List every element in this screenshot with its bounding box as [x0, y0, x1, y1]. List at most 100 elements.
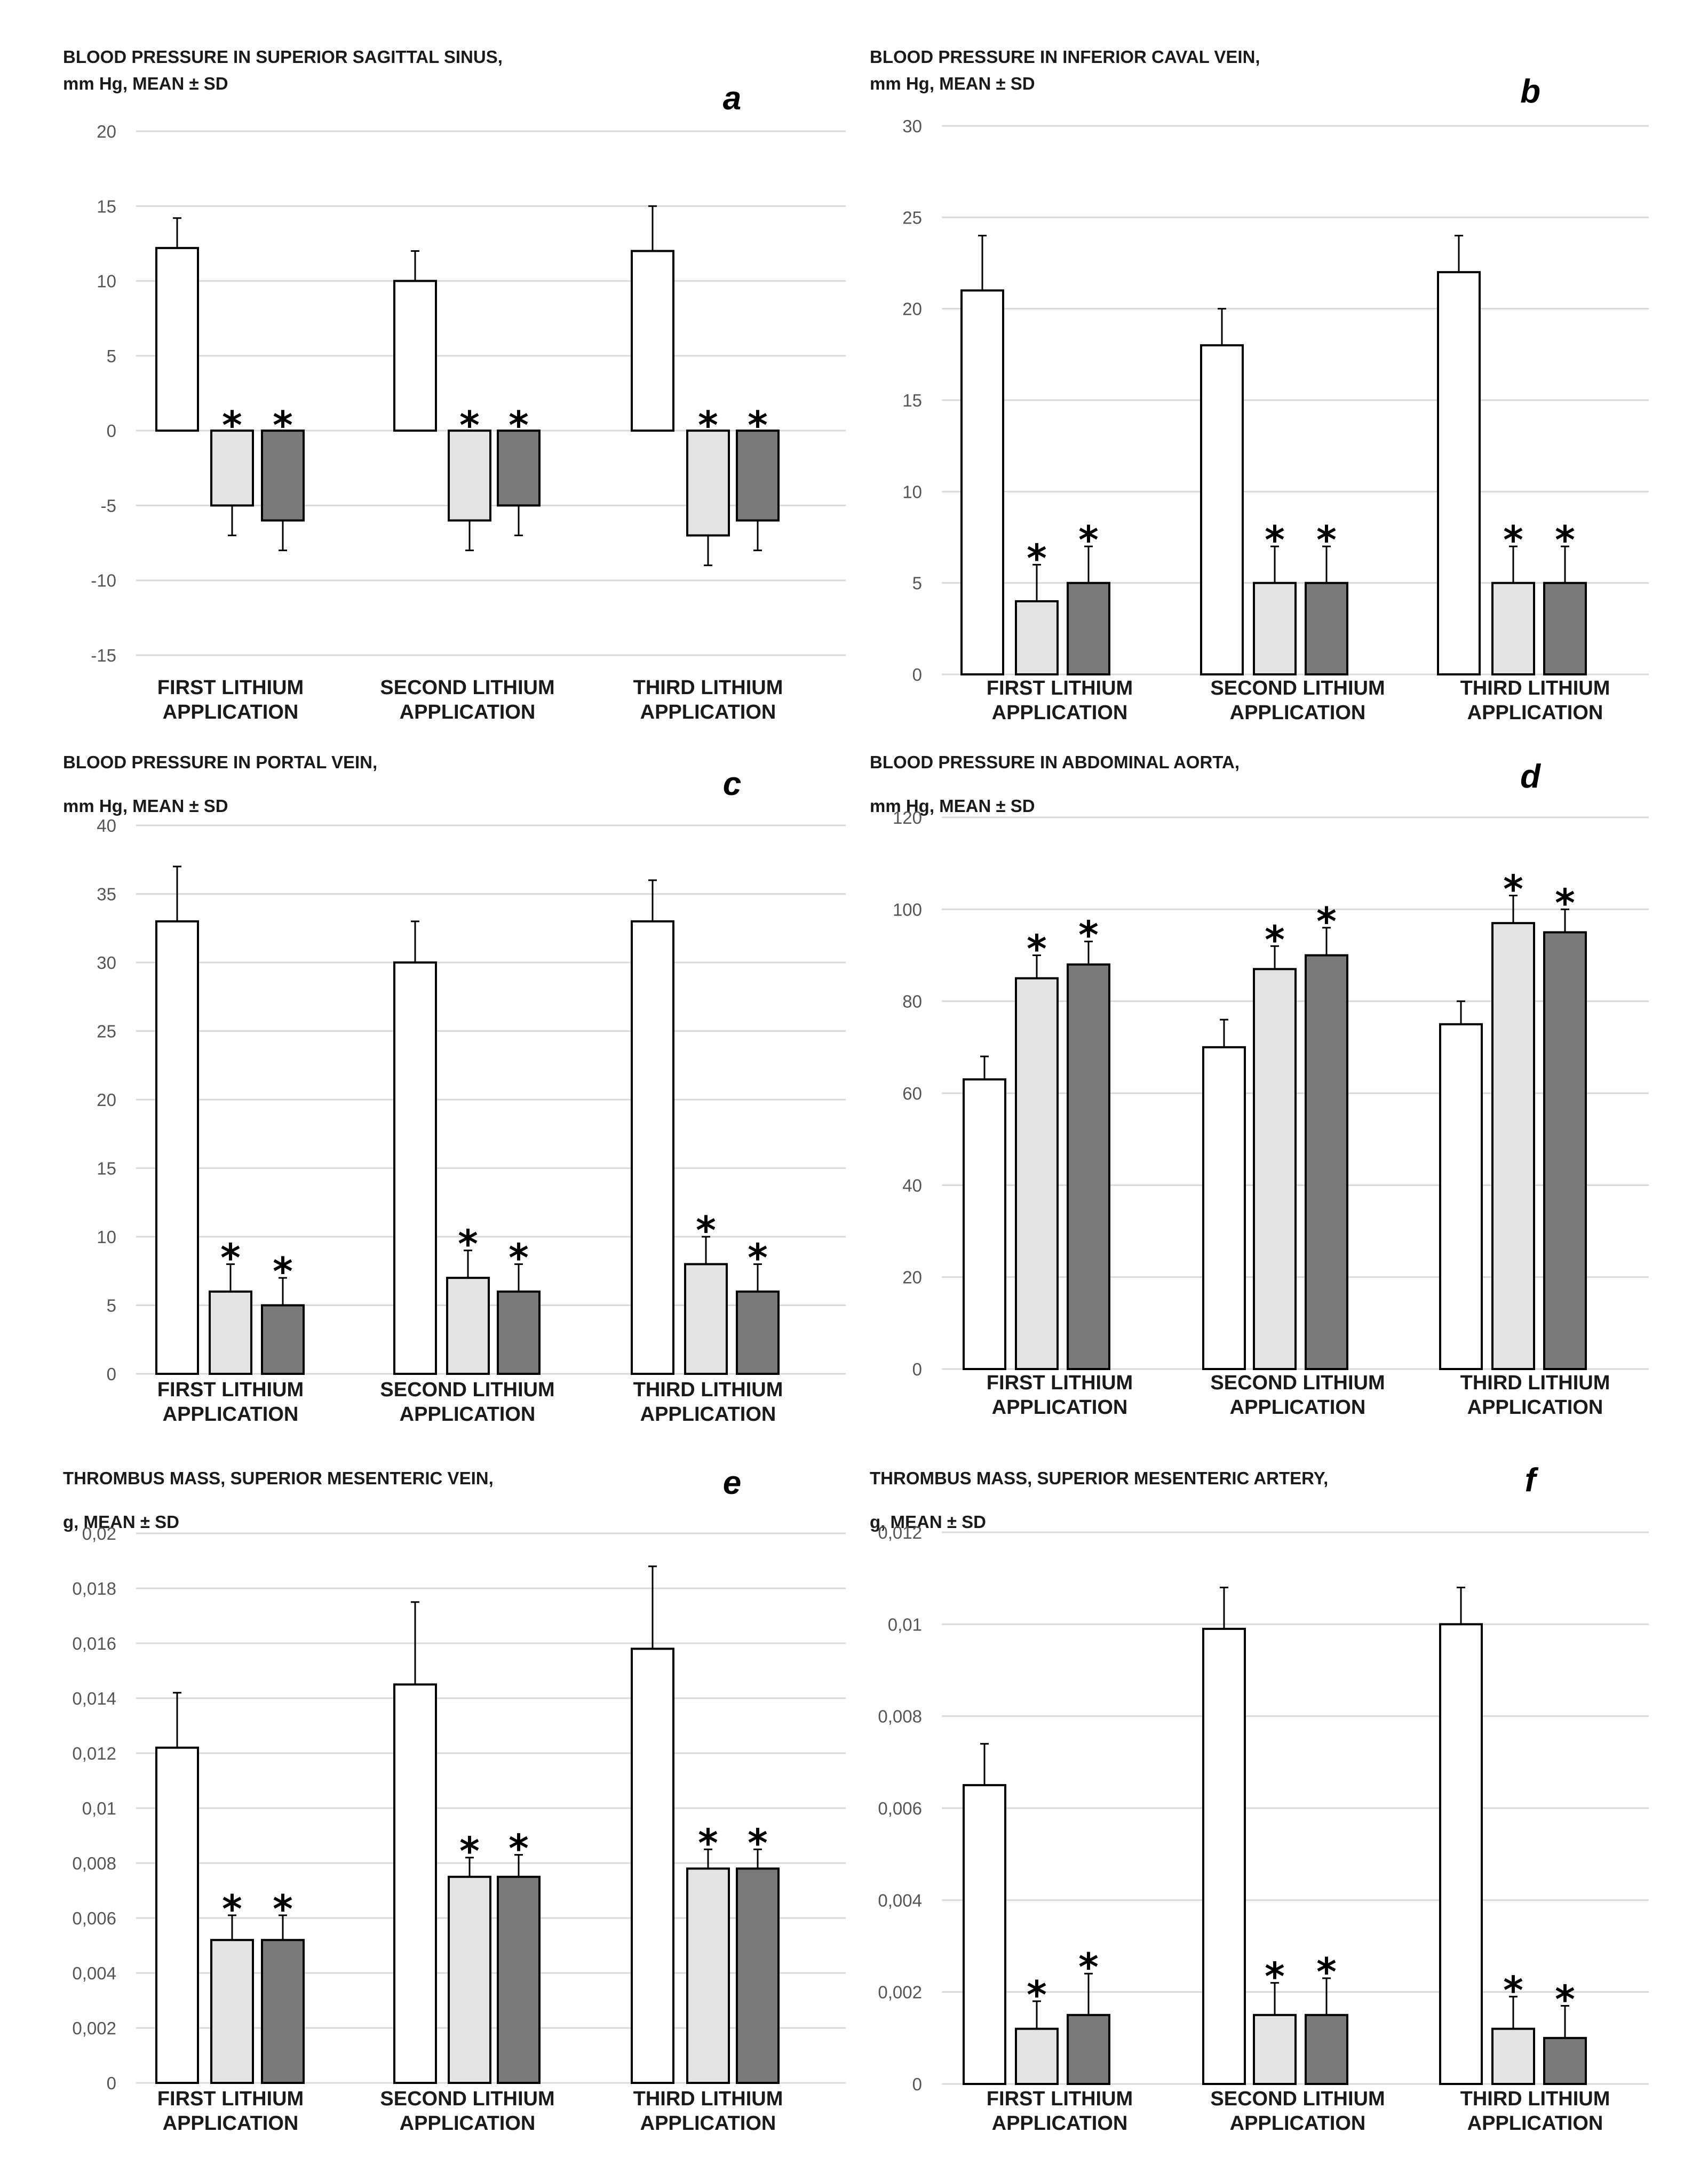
y-tick-label: 10 — [97, 272, 116, 291]
x-category-label: FIRST LITHIUM — [987, 2088, 1133, 2110]
y-tick-label: 15 — [902, 391, 922, 410]
bar-series3-cat2 — [1305, 954, 1348, 1370]
y-tick-label: 0 — [912, 2074, 922, 2094]
y-tick-label: 5 — [107, 1296, 116, 1316]
x-category-label: THIRD LITHIUM — [633, 2088, 783, 2110]
y-tick-label: -15 — [91, 646, 116, 665]
significance-star: * — [1316, 518, 1337, 562]
y-tick-label: 0,018 — [72, 1579, 116, 1598]
bar-series3-cat3 — [1543, 931, 1587, 1370]
panel-title-line2: mm Hg, MEAN ± SD — [870, 74, 1035, 93]
y-tick-label: 5 — [107, 346, 116, 366]
panel-d: BLOOD PRESSURE IN ABDOMINAL AORTA, mm Hg,… — [870, 752, 1649, 1419]
x-category-label: APPLICATION — [400, 701, 536, 723]
x-category-label: APPLICATION — [640, 1403, 776, 1426]
significance-star: * — [698, 403, 718, 448]
significance-star: * — [696, 1208, 716, 1253]
significance-star: * — [1265, 518, 1285, 562]
x-category-label: APPLICATION — [992, 2112, 1128, 2135]
x-category-label: FIRST LITHIUM — [987, 677, 1133, 699]
bar-series3-cat1 — [1067, 582, 1110, 675]
y-tick-label: -5 — [101, 496, 116, 515]
y-tick-label: 30 — [97, 953, 116, 973]
bar-series3-cat2 — [497, 429, 541, 507]
bar-series1-cat3 — [1439, 1023, 1483, 1370]
panel-b: BLOOD PRESSURE IN INFERIOR CAVAL VEIN, mm… — [870, 47, 1649, 724]
significance-star: * — [1027, 536, 1047, 580]
x-category-label: APPLICATION — [163, 1403, 299, 1426]
y-tick-label: 20 — [902, 1268, 922, 1287]
y-tick-label: 120 — [893, 808, 922, 828]
significance-star: * — [748, 403, 768, 448]
x-category-label: APPLICATION — [1230, 1396, 1366, 1419]
y-tick-label: 25 — [902, 208, 922, 227]
bar-series1-cat3 — [1437, 271, 1481, 675]
panel-title-line1: BLOOD PRESSURE IN ABDOMINAL AORTA, — [870, 752, 1240, 772]
significance-star: * — [1555, 880, 1575, 925]
x-category-label: APPLICATION — [163, 2112, 299, 2135]
bar-series1-cat1 — [155, 920, 199, 1375]
significance-star: * — [1555, 518, 1575, 562]
significance-star: * — [459, 1829, 480, 1874]
y-tick-label: 0,02 — [82, 1524, 116, 1543]
y-tick-label: 0,01 — [888, 1614, 922, 1634]
y-tick-label: 60 — [902, 1084, 922, 1103]
y-tick-label: 0,008 — [72, 1853, 116, 1873]
significance-star: * — [1503, 518, 1523, 562]
y-tick-label: 10 — [97, 1227, 116, 1247]
bar-series1-cat2 — [393, 1683, 437, 2084]
panel-title-line1: BLOOD PRESSURE IN INFERIOR CAVAL VEIN, — [870, 47, 1260, 67]
panel-a: BLOOD PRESSURE IN SUPERIOR SAGITTAL SINU… — [63, 47, 846, 723]
bar-series1-cat2 — [393, 961, 437, 1375]
bar-series3-cat1 — [1067, 2014, 1110, 2085]
y-tick-label: 0,004 — [878, 1890, 922, 1910]
significance-star: * — [1316, 899, 1337, 944]
panel-letter: d — [1520, 758, 1541, 795]
x-category-label: SECOND LITHIUM — [380, 1379, 554, 1401]
panel-e: THROMBUS MASS, SUPERIOR MESENTERIC VEIN,… — [63, 1465, 846, 2135]
panel-title-line2: mm Hg, MEAN ± SD — [63, 796, 228, 816]
significance-star: * — [509, 1235, 529, 1280]
panel-title-line2: mm Hg, MEAN ± SD — [870, 796, 1035, 816]
bar-series3-cat3 — [736, 1290, 780, 1375]
bar-series3-cat3 — [1543, 582, 1587, 675]
x-category-label: FIRST LITHIUM — [157, 2088, 304, 2110]
x-category-label: APPLICATION — [640, 2112, 776, 2135]
significance-star: * — [273, 1887, 293, 1931]
significance-star: * — [273, 1249, 293, 1294]
x-category-label: SECOND LITHIUM — [1210, 1372, 1385, 1394]
x-category-label: THIRD LITHIUM — [633, 1379, 783, 1401]
y-tick-label: 40 — [902, 1175, 922, 1195]
y-tick-label: 0,006 — [878, 1799, 922, 1818]
significance-star: * — [1555, 1977, 1575, 2022]
significance-star: * — [220, 1235, 241, 1280]
x-category-label: SECOND LITHIUM — [1210, 677, 1385, 699]
y-tick-label: 0 — [107, 2073, 116, 2093]
significance-star: * — [1503, 866, 1523, 911]
x-category-label: THIRD LITHIUM — [1460, 2088, 1610, 2110]
bar-series1-cat3 — [1439, 1623, 1483, 2085]
panel-title-line2: g, MEAN ± SD — [63, 1512, 179, 1532]
significance-star: * — [509, 1826, 529, 1871]
panel-letter: c — [723, 766, 741, 802]
significance-star: * — [273, 403, 293, 448]
panel-letter: b — [1520, 73, 1540, 110]
significance-star: * — [698, 1820, 718, 1865]
bar-series2-cat2 — [1253, 582, 1297, 675]
y-tick-label: 15 — [97, 1159, 116, 1179]
bar-series1-cat3 — [631, 1648, 674, 2084]
significance-star: * — [748, 1820, 768, 1865]
bar-series3-cat3 — [736, 429, 780, 522]
bar-series3-cat3 — [736, 1867, 780, 2084]
bar-series1-cat1 — [155, 246, 199, 432]
y-tick-label: 40 — [97, 816, 116, 836]
significance-star: * — [509, 403, 529, 448]
x-category-label: FIRST LITHIUM — [157, 1379, 304, 1401]
y-tick-label: 5 — [912, 574, 922, 593]
significance-star: * — [458, 1222, 478, 1267]
bar-series1-cat1 — [963, 1784, 1006, 2086]
y-tick-label: 0,016 — [72, 1634, 116, 1653]
bar-series2-cat2 — [446, 1277, 490, 1375]
y-tick-label: 10 — [902, 482, 922, 502]
